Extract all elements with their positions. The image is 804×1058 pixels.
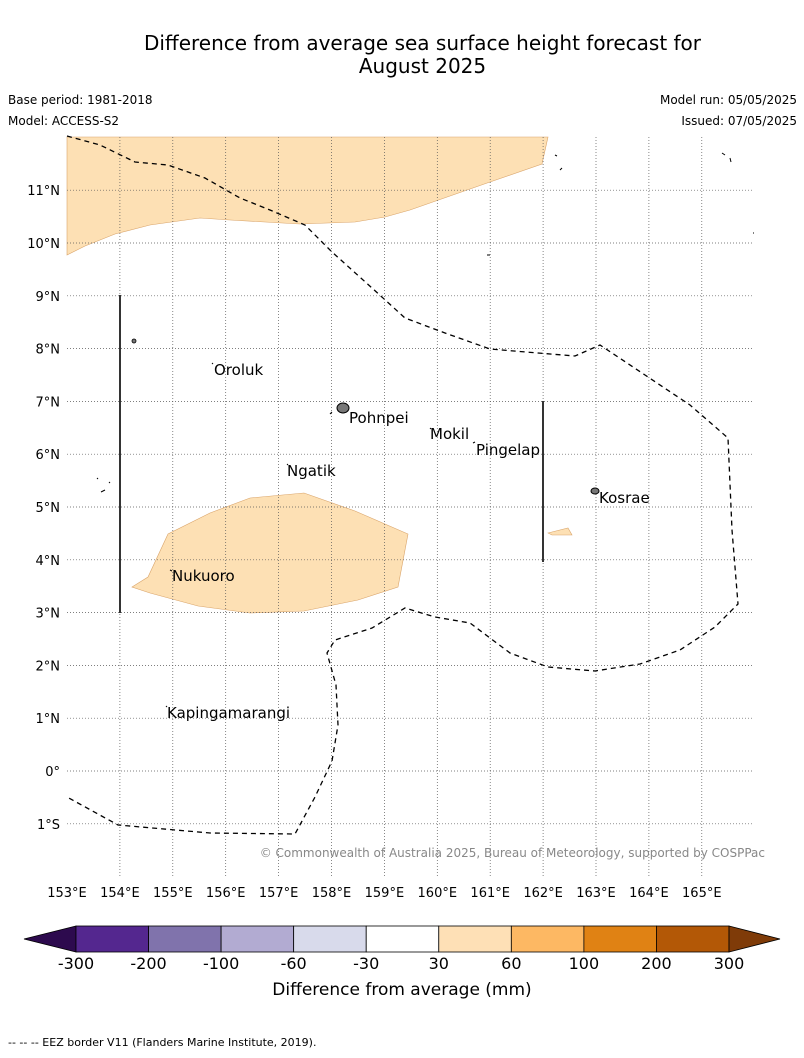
atoll-marks — [96, 152, 754, 708]
colorbar-tick-label: -200 — [130, 954, 166, 973]
place-label-nukuoro: Nukuoro — [172, 567, 235, 585]
pohnpei-island-shape — [336, 402, 350, 414]
latitude-label: 1°N — [36, 712, 61, 727]
latitude-label: 2°N — [36, 659, 61, 674]
eez-border — [66, 135, 739, 835]
latitude-label: 9°N — [36, 290, 61, 305]
longitude-label: 158°E — [312, 886, 352, 901]
place-label-pohnpei: Pohnpei — [349, 409, 409, 427]
longitude-label: 159°E — [365, 886, 405, 901]
map-frame: Oroluk Pohnpei Mokil Pingelap Ngatik Kosrae Nu… — [27, 135, 765, 901]
longitude-label: 165°E — [682, 886, 722, 901]
colorbar-segment — [583, 925, 657, 953]
kosrae-island-shape — [590, 487, 600, 495]
colorbar-title: Difference from average (mm) — [272, 980, 531, 1000]
longitude-label: 156°E — [206, 886, 246, 901]
base-period-text: Base period: 1981-2018 — [8, 93, 153, 107]
latitude-label: 11°N — [27, 184, 60, 199]
longitude-label: 155°E — [153, 886, 193, 901]
place-label-kosrae: Kosrae — [599, 489, 650, 507]
map-figure: Oroluk Pohnpei Mokil Pingelap Ngatik Kosrae Nu… — [23, 135, 781, 1000]
anomaly-region-north — [66, 136, 549, 256]
longitude-label: 164°E — [629, 886, 669, 901]
latitude-label: 7°N — [36, 395, 61, 410]
colorbar: -300 -200 -100 -60 -30 30 60 100 200 300 — [23, 925, 781, 973]
small-island-shape — [131, 338, 137, 344]
colorbar-extend-high — [728, 925, 781, 953]
colorbar-extend-low — [23, 925, 77, 953]
colorbar-segment — [365, 925, 440, 953]
colorbar-segment — [148, 925, 222, 953]
colorbar-tick-label: -30 — [353, 954, 379, 973]
colorbar-segment — [220, 925, 295, 953]
colorbar-segment — [438, 925, 512, 953]
latitude-label: 8°N — [36, 343, 61, 358]
anomaly-region-kosrae — [547, 527, 573, 536]
issued-text: Issued: 07/05/2025 — [681, 114, 797, 128]
latitude-label: 0° — [45, 765, 60, 780]
colorbar-segment — [75, 925, 149, 953]
colorbar-segment — [510, 925, 585, 953]
colorbar-tick-label: 100 — [569, 954, 600, 973]
latitude-label: 6°N — [36, 448, 61, 463]
place-label-oroluk: Oroluk — [214, 361, 263, 379]
latitude-label: 3°N — [36, 607, 61, 622]
colorbar-tick-label: 300 — [714, 954, 745, 973]
longitude-label: 162°E — [523, 886, 563, 901]
eez-footnote: -- -- -- EEZ border V11 (Flanders Marine… — [8, 1036, 317, 1049]
anomaly-region-south — [131, 492, 409, 614]
model-text: Model: ACCESS-S2 — [8, 114, 120, 128]
longitude-label: 154°E — [100, 886, 140, 901]
place-label-pingelap: Pingelap — [476, 441, 540, 459]
longitude-label: 157°E — [259, 886, 299, 901]
colorbar-segment — [656, 925, 730, 953]
colorbar-tick-label: -60 — [281, 954, 307, 973]
longitude-label: 161°E — [470, 886, 510, 901]
colorbar-tick-label: 30 — [429, 954, 449, 973]
longitude-label: 160°E — [418, 886, 458, 901]
title-line-1: Difference from average sea surface heig… — [143, 31, 702, 55]
colorbar-tick-label: 60 — [501, 954, 521, 973]
place-label-kapingamarangi: Kapingamarangi — [167, 704, 290, 722]
place-label-ngatik: Ngatik — [287, 462, 336, 480]
longitude-label: 153°E — [47, 886, 87, 901]
graticule — [67, 137, 753, 878]
latitude-label: 10°N — [27, 237, 60, 252]
place-label-mokil: Mokil — [430, 425, 469, 443]
latitude-label: 4°N — [36, 554, 61, 569]
colorbar-tick-label: 200 — [641, 954, 672, 973]
title-line-2: August 2025 — [358, 54, 487, 78]
latitude-label: 5°N — [36, 501, 61, 516]
colorbar-tick-label: -300 — [58, 954, 94, 973]
model-run-text: Model run: 05/05/2025 — [659, 93, 797, 107]
longitude-label: 163°E — [576, 886, 616, 901]
colorbar-tick-label: -100 — [203, 954, 239, 973]
copyright-text: © Commonwealth of Australia 2025, Bureau… — [260, 846, 765, 860]
map-title: Difference from average sea surface heig… — [0, 32, 804, 78]
colorbar-segment — [293, 925, 367, 953]
latitude-label: 1°S — [37, 818, 60, 833]
